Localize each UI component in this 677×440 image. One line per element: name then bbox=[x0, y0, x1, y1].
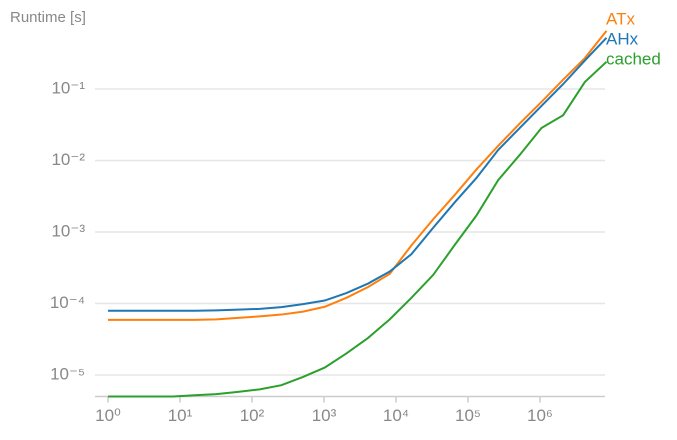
x-tick-label: 10³ bbox=[312, 406, 337, 425]
y-tick-label: 10⁻¹ bbox=[51, 78, 85, 97]
x-tick-label: 10⁵ bbox=[455, 406, 481, 425]
y-tick-label: 10⁻⁵ bbox=[50, 364, 85, 383]
y-tick-label: 10⁻⁴ bbox=[50, 293, 85, 312]
legend-label: cached bbox=[606, 49, 661, 68]
data-line bbox=[107, 30, 608, 321]
y-tick-label: 10⁻³ bbox=[51, 221, 85, 240]
y-tick-label: 10⁻² bbox=[51, 150, 85, 169]
x-tick-label: 10¹ bbox=[168, 406, 193, 425]
data-line bbox=[107, 61, 608, 398]
x-tick-label: 10⁰ bbox=[95, 406, 121, 425]
legend-label: ATx bbox=[606, 9, 635, 28]
y-axis-label: Runtime [s] bbox=[10, 9, 86, 26]
x-tick-label: 10⁴ bbox=[383, 406, 409, 425]
x-tick-label: 10² bbox=[240, 406, 265, 425]
legend-label: AHx bbox=[606, 29, 639, 48]
data-line bbox=[107, 37, 608, 312]
x-tick-label: 10⁶ bbox=[527, 406, 553, 425]
